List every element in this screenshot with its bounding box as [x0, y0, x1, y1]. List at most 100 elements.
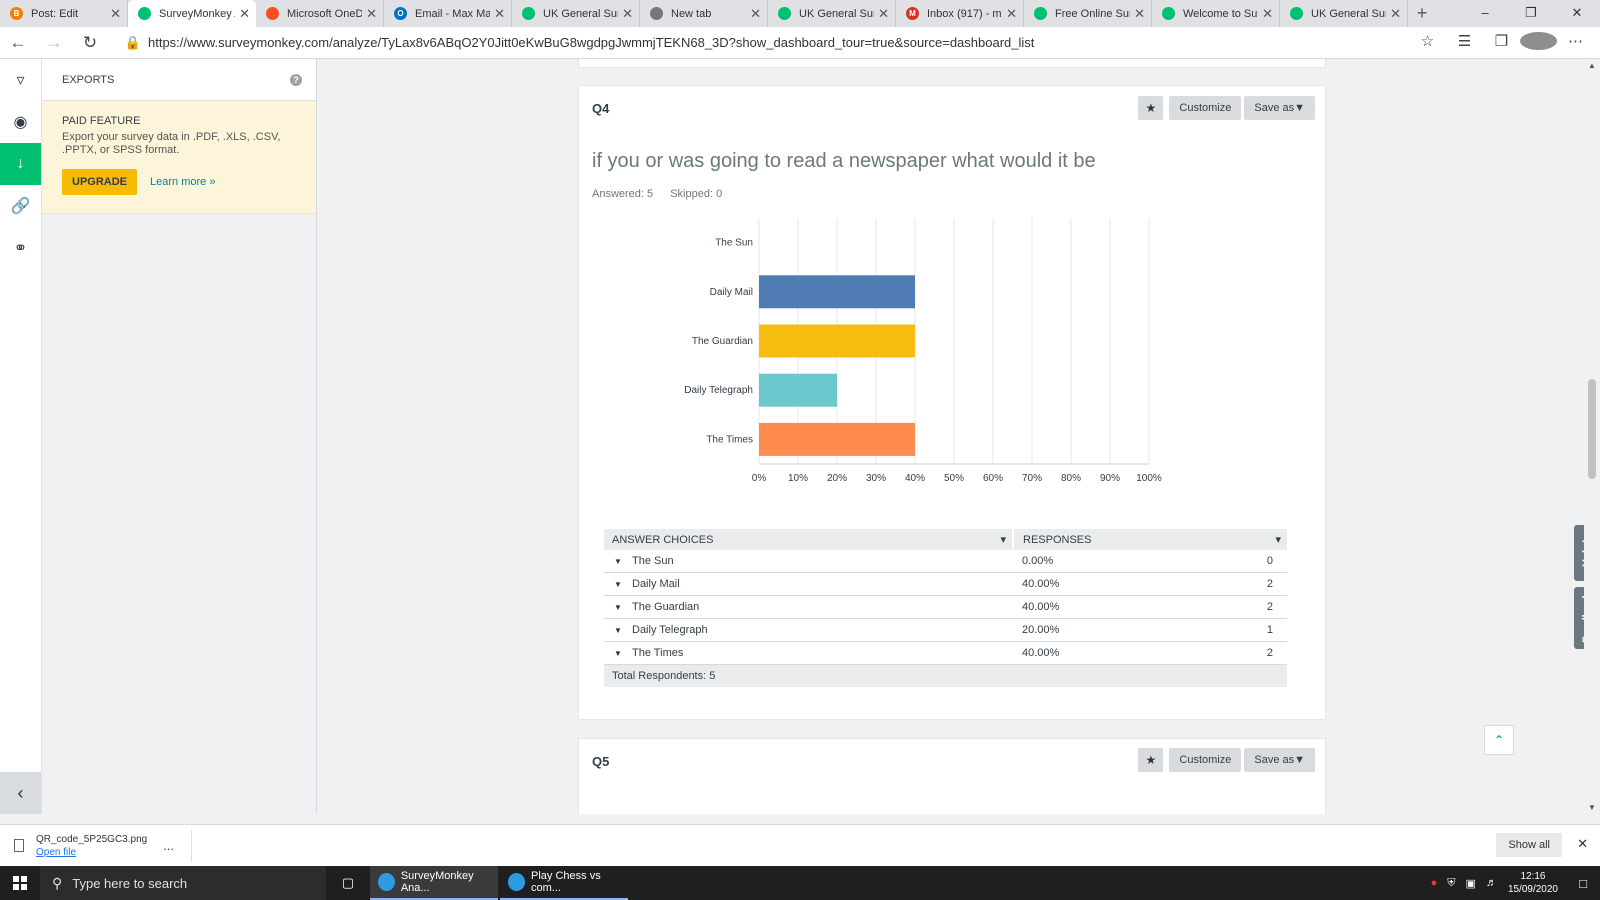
open-file-link[interactable]: Open file	[36, 846, 77, 858]
paid-feature-description: Export your survey data in .PDF, .XLS, .…	[62, 131, 281, 156]
answer-choice: The Guardian	[632, 601, 700, 613]
close-tab-icon[interactable]: ✕	[366, 5, 377, 21]
lock-icon: 🔒	[124, 34, 142, 50]
scroll-up-arrow-icon[interactable]: ▲	[1588, 61, 1596, 70]
expand-caret-icon[interactable]: ▼	[614, 602, 622, 612]
help-icon[interactable]: ?	[290, 73, 302, 86]
browser-tab[interactable]: Microsoft OneDrive✕	[256, 0, 384, 27]
close-tab-icon[interactable]: ✕	[1006, 5, 1017, 21]
answered-count: Answered: 5	[592, 188, 654, 200]
scroll-to-top-button[interactable]: ⌃	[1484, 725, 1514, 755]
collapse-panel-icon[interactable]: ‹	[0, 772, 41, 814]
close-window-icon[interactable]: ✕	[1571, 5, 1583, 20]
tab-label: Post: Edit	[31, 7, 79, 20]
close-tab-icon[interactable]: ✕	[1390, 5, 1401, 21]
file-icon	[14, 839, 24, 852]
more-menu-icon[interactable]: ⋯	[1568, 32, 1583, 50]
new-tab-button[interactable]: +	[1416, 3, 1428, 23]
upgrade-button[interactable]: UPGRADE	[62, 169, 138, 195]
expand-caret-icon[interactable]: ▼	[614, 579, 622, 589]
filter-icon[interactable]: ▿	[16, 72, 25, 89]
taskbar-app-chess[interactable]: Play Chess vs com...	[500, 866, 628, 900]
page-scrollbar[interactable]: ▲ ▼	[1584, 59, 1600, 814]
refresh-icon[interactable]: ↻	[82, 32, 98, 52]
close-tab-icon[interactable]: ✕	[750, 5, 761, 21]
customize-button[interactable]: Customize	[1169, 748, 1242, 772]
show-all-button[interactable]: Show all	[1496, 833, 1562, 857]
response-percent: 40.00%	[1022, 647, 1060, 659]
close-tab-icon[interactable]: ✕	[622, 5, 633, 21]
close-tab-icon[interactable]: ✕	[1134, 5, 1145, 21]
browser-tab[interactable]: New tab ✕	[640, 0, 768, 27]
browser-tab[interactable]: M Inbox (917) - max ✕	[896, 0, 1024, 27]
horizontal-scrollbar[interactable]	[0, 814, 1584, 824]
answer-choices-header[interactable]: ANSWER CHOICES ▾	[604, 529, 1014, 550]
tab-favicon-icon	[1034, 7, 1047, 20]
back-icon[interactable]: ←	[9, 32, 27, 52]
forward-icon[interactable]: →	[45, 32, 63, 52]
customize-button[interactable]: Customize	[1169, 96, 1242, 120]
download-item[interactable]: QR_code_5P25GC3.png Open file ...	[0, 829, 192, 862]
favorite-star-icon[interactable]: ☆	[1420, 32, 1435, 50]
table-row: ▼ Daily Telegraph 20.00% 1	[604, 619, 1287, 642]
scroll-down-arrow-icon[interactable]: ▼	[1588, 803, 1596, 812]
link-icon[interactable]: 🔗	[10, 198, 31, 215]
network-icon[interactable]: ▣	[1465, 877, 1476, 890]
browser-tab[interactable]: Free Online Surv ✕	[1024, 0, 1152, 27]
download-bar: QR_code_5P25GC3.png Open file ... Show a…	[0, 824, 1600, 866]
share-icon[interactable]: ⚭	[13, 240, 28, 257]
close-tab-icon[interactable]: ✕	[239, 5, 250, 21]
x-tick-label: 0%	[752, 473, 767, 484]
browser-tab[interactable]: SurveyMonkey Analyze ✕	[128, 0, 256, 27]
address-bar: ← → ↻ 🔒 https://www.surveymonkey.com/ana…	[0, 27, 1600, 59]
close-tab-icon[interactable]: ✕	[110, 5, 121, 21]
browser-tab[interactable]: O Email - Max Mar ✕	[384, 0, 512, 27]
eye-icon[interactable]: ◉	[13, 114, 28, 131]
taskbar-search[interactable]: ⚲ Type here to search	[40, 866, 326, 900]
collections-icon[interactable]: ❐	[1494, 32, 1509, 50]
exports-header: EXPORTS ?	[42, 59, 316, 101]
clock[interactable]: 12:16 15/09/2020	[1508, 870, 1558, 896]
responses-header[interactable]: RESPONSES ▾	[1014, 529, 1287, 550]
expand-caret-icon[interactable]: ▼	[614, 556, 622, 566]
close-download-bar-icon[interactable]: ✕	[1577, 836, 1588, 851]
restore-icon[interactable]: ❐	[1525, 5, 1537, 20]
response-count: 2	[1266, 647, 1273, 659]
pin-icon[interactable]: ★	[1138, 96, 1164, 120]
close-tab-icon[interactable]: ✕	[494, 5, 505, 21]
browser-tab[interactable]: UK General Surv ✕	[1280, 0, 1408, 27]
save-as-button[interactable]: Save as ▼	[1244, 748, 1315, 772]
close-tab-icon[interactable]: ✕	[878, 5, 889, 21]
security-icon[interactable]: ⛨	[1447, 876, 1456, 889]
exports-title: EXPORTS	[62, 73, 115, 86]
scrollbar-thumb[interactable]	[1588, 379, 1596, 479]
expand-caret-icon[interactable]: ▼	[614, 625, 622, 635]
browser-tab[interactable]: UK General Survey ✕	[768, 0, 896, 27]
expand-caret-icon[interactable]: ▼	[614, 648, 622, 658]
task-view-icon[interactable]: ▢	[341, 875, 355, 890]
download-icon[interactable]: ↓	[0, 143, 41, 185]
beats-icon[interactable]: ●	[1430, 877, 1438, 889]
pin-icon[interactable]: ★	[1138, 748, 1164, 772]
results-area: Q4 ★ Customize Save as ▼ if you or was go…	[318, 59, 1584, 814]
learn-more-link[interactable]: Learn more »	[150, 176, 216, 188]
favorites-icon[interactable]: ☰	[1457, 32, 1472, 50]
notifications-icon[interactable]: □	[1579, 875, 1587, 891]
browser-tab[interactable]: UK General Survey ✕	[512, 0, 640, 27]
download-more-icon[interactable]: ...	[163, 838, 175, 853]
volume-icon[interactable]: ♬	[1485, 877, 1497, 889]
browser-tab[interactable]: Welcome to Surv ✕	[1152, 0, 1280, 27]
question-stats: Answered: 5 Skipped: 0	[592, 188, 736, 200]
response-percent: 20.00%	[1022, 624, 1060, 636]
url-text: https://www.surveymonkey.com/analyze/TyL…	[148, 35, 1035, 50]
save-as-button[interactable]: Save as ▼	[1244, 96, 1315, 120]
close-tab-icon[interactable]: ✕	[1262, 5, 1273, 21]
taskbar-app-label: SurveyMonkey Ana...	[400, 870, 474, 894]
minimize-icon[interactable]: –	[1481, 5, 1489, 20]
taskbar-app-surveymonkey[interactable]: SurveyMonkey Ana...	[370, 866, 498, 900]
browser-tab[interactable]: B Post: Edit ✕	[0, 0, 128, 27]
windows-start-icon[interactable]	[0, 866, 40, 900]
response-percent: 0.00%	[1022, 555, 1054, 567]
url-field[interactable]: 🔒 https://www.surveymonkey.com/analyze/T…	[118, 31, 1409, 55]
profile-avatar[interactable]	[1520, 31, 1557, 54]
